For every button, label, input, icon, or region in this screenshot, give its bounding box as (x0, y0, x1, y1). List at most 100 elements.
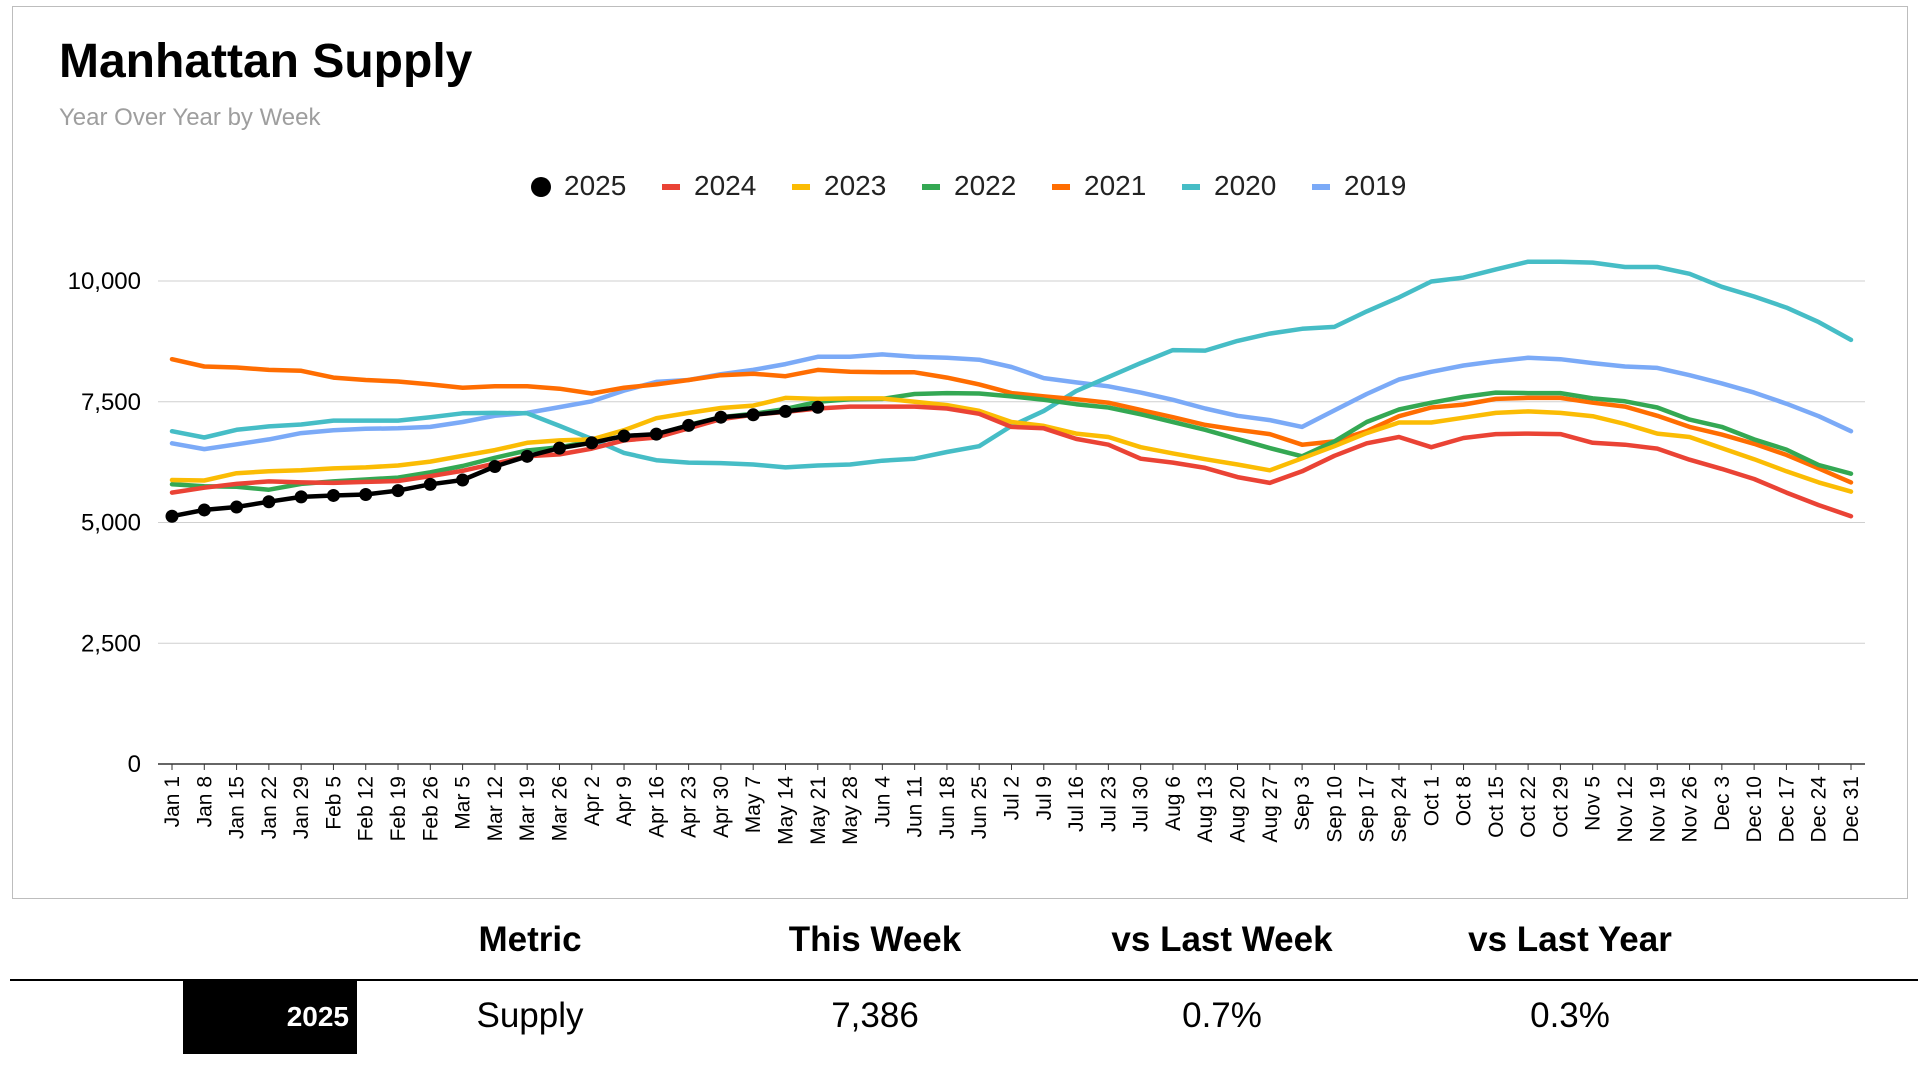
x-tick-label: Aug 20 (1227, 776, 1250, 843)
x-tick-label: Mar 26 (548, 776, 571, 841)
x-tick-label: Feb 19 (387, 776, 410, 841)
x-tick-label: Apr 2 (581, 776, 604, 826)
chart-series (165, 259, 1854, 523)
x-tick-label: Aug 27 (1259, 776, 1282, 843)
series-2025-point (423, 477, 437, 491)
x-tick-label: Sep 3 (1291, 776, 1314, 831)
y-tick-label: 2,500 (81, 630, 141, 657)
series-2022-line (169, 390, 1854, 492)
x-tick-label: Dec 17 (1775, 776, 1798, 843)
legend-label-2024: 2024 (694, 170, 756, 201)
legend-label-2023: 2023 (824, 170, 886, 201)
series-2023-line (169, 395, 1854, 494)
x-tick-label: Nov 19 (1646, 776, 1669, 843)
series-2025-point (682, 418, 696, 432)
series-2025-point (552, 441, 566, 455)
y-tick-label: 0 (128, 751, 141, 778)
series-2025-point (359, 487, 373, 501)
series-2025-point (326, 488, 340, 502)
x-tick-label: Apr 23 (678, 776, 701, 838)
x-tick-label: Dec 24 (1808, 776, 1831, 843)
cell-vs-last-year: 0.3% (1530, 996, 1610, 1035)
header-this-week: This Week (788, 920, 962, 959)
legend-marker-2023 (792, 184, 810, 190)
x-tick-label: Jan 22 (258, 776, 281, 839)
x-tick-label: Nov 12 (1614, 776, 1637, 843)
header-vs-last-week: vs Last Week (1111, 920, 1333, 959)
legend-marker-2024 (662, 184, 680, 190)
x-tick-label: Dec 3 (1711, 776, 1734, 831)
x-tick-label: Nov 5 (1582, 776, 1605, 831)
legend-label-2020: 2020 (1214, 170, 1276, 201)
x-tick-label: Oct 8 (1453, 776, 1476, 826)
x-tick-label: Jul 23 (1097, 776, 1120, 832)
chart-gridlines (158, 280, 1865, 765)
year-badge: 2025 (183, 980, 357, 1054)
chart-subtitle: Year Over Year by Week (59, 104, 321, 131)
x-tick-label: Dec 31 (1840, 776, 1863, 843)
x-tick-label: May 14 (774, 776, 797, 845)
series-2025-point (617, 429, 631, 443)
x-tick-label: Oct 22 (1517, 776, 1540, 838)
legend-label-2025: 2025 (564, 170, 626, 201)
series-2025-point (230, 500, 244, 514)
series-2025-point (649, 427, 663, 441)
series-2025-point (294, 490, 308, 504)
x-tick-label: May 7 (742, 776, 765, 833)
x-tick-label: Oct 29 (1549, 776, 1572, 838)
series-2024-line (169, 404, 1854, 519)
x-tick-label: May 28 (839, 776, 862, 845)
x-tick-label: Dec 10 (1743, 776, 1766, 843)
legend-marker-2021 (1052, 184, 1070, 190)
x-tick-label: Jun 18 (936, 776, 959, 839)
y-tick-label: 5,000 (81, 510, 141, 537)
y-tick-label: 7,500 (81, 389, 141, 416)
header-vs-last-year: vs Last Year (1468, 920, 1672, 959)
x-tick-label: Nov 26 (1679, 776, 1702, 843)
legend-marker-2025 (531, 177, 551, 197)
x-tick-label: Jul 2 (1001, 776, 1024, 820)
series-2025-point (391, 484, 405, 498)
x-tick-label: Jun 4 (871, 776, 894, 828)
legend-label-2021: 2021 (1084, 170, 1146, 201)
series-2019-line (169, 352, 1854, 452)
x-tick-label: Jul 9 (1033, 776, 1056, 820)
x-tick-label: Sep 17 (1356, 776, 1379, 843)
series-2021-line (169, 356, 1854, 485)
stats-table: Metric This Week vs Last Week vs Last Ye… (0, 900, 1920, 1074)
series-2025-point (520, 449, 534, 463)
x-tick-label: Jan 1 (161, 776, 184, 827)
chart-title: Manhattan Supply (59, 35, 473, 88)
cell-metric: Supply (476, 996, 584, 1035)
legend-label-2019: 2019 (1344, 170, 1406, 201)
series-2025-point (165, 509, 179, 523)
cell-vs-last-week: 0.7% (1182, 996, 1262, 1035)
y-axis: 0 2,500 5,000 7,500 10,000 (68, 268, 141, 778)
line-chart: Manhattan Supply Year Over Year by Week … (59, 35, 1865, 845)
cell-this-week: 7,386 (831, 996, 919, 1035)
x-tick-label: Mar 5 (452, 776, 475, 830)
x-tick-label: Oct 15 (1485, 776, 1508, 838)
chart-legend: 2025 2024 2023 2022 2021 2020 2019 (531, 170, 1406, 201)
x-tick-label: Jan 8 (193, 776, 216, 827)
series-2025-point (746, 408, 760, 422)
y-tick-label: 10,000 (68, 268, 141, 295)
x-tick-label: Jun 11 (904, 776, 927, 838)
x-tick-label: Apr 9 (613, 776, 636, 826)
series-2025-point (811, 400, 825, 414)
x-axis: Jan 1 Jan 8 Jan 15 Jan 22 Jan 29 Feb 5 Feb 12 F… (161, 764, 1863, 845)
legend-marker-2019 (1312, 184, 1330, 190)
x-tick-label: Aug 6 (1162, 776, 1185, 831)
x-tick-label: Sep 10 (1323, 776, 1346, 843)
x-tick-label: Aug 13 (1194, 776, 1217, 843)
series-2025-point (262, 495, 276, 509)
chart-panel: Manhattan Supply Year Over Year by Week … (12, 6, 1908, 899)
x-tick-label: Jul 16 (1065, 776, 1088, 832)
series-2025-point (778, 404, 792, 418)
x-tick-label: May 21 (807, 776, 830, 845)
header-metric: Metric (478, 920, 582, 959)
x-tick-label: Jun 25 (968, 776, 991, 839)
x-tick-label: Feb 5 (322, 776, 345, 830)
series-2025-point (585, 436, 599, 450)
table-divider (10, 979, 1918, 981)
